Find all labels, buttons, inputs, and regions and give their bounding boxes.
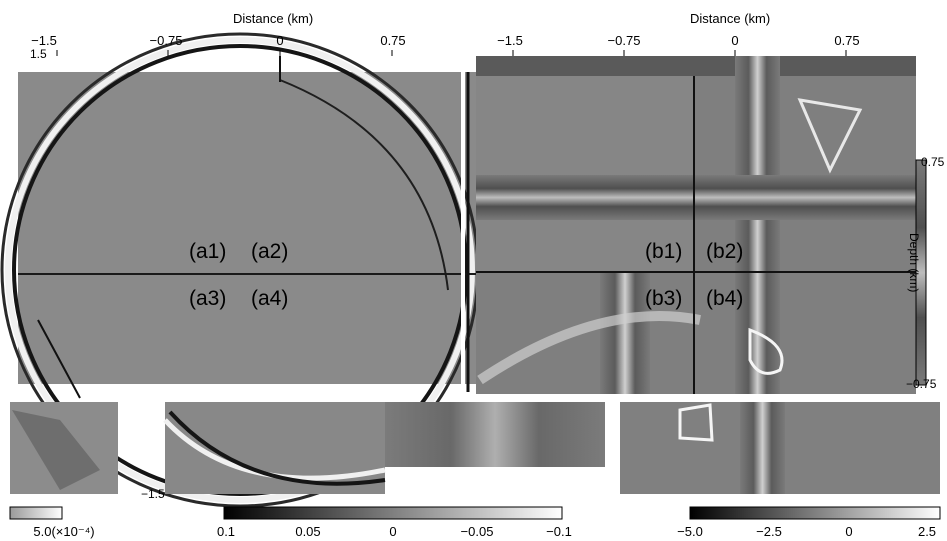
colorbar-2 bbox=[223, 506, 563, 520]
panel-label-b2: (b2) bbox=[706, 240, 744, 263]
right-x-tick-4: 0.75 bbox=[834, 33, 860, 48]
panel-label-b4: (b4) bbox=[706, 287, 744, 310]
right-distance-axis-title: Distance (km) bbox=[690, 11, 771, 26]
left-depth-tick-bottom: −1.5 bbox=[141, 487, 165, 501]
colorbar-1-tick: 5.0(×10⁻⁴) bbox=[33, 524, 95, 539]
colorbar-1 bbox=[9, 506, 63, 520]
right-depth-tick-bottom: −0.75 bbox=[906, 377, 937, 391]
panel-a-image bbox=[0, 32, 480, 508]
panel-b-image bbox=[476, 56, 916, 394]
right-x-tick-2: −0.75 bbox=[607, 33, 641, 48]
colorbar-3-tick-2: −2.5 bbox=[756, 524, 782, 539]
colorbar-2-tick-4: −0.05 bbox=[460, 524, 494, 539]
colorbar-3-tick-4: 2.5 bbox=[917, 524, 937, 539]
colorbar-2-tick-5: −0.1 bbox=[546, 524, 572, 539]
colorbar-2-tick-1: 0.1 bbox=[216, 524, 236, 539]
right-x-tick-1: −1.5 bbox=[497, 33, 523, 48]
panel-label-a1: (a1) bbox=[189, 240, 227, 263]
right-x-tick-3: 0 bbox=[731, 33, 739, 48]
panel-label-b3: (b3) bbox=[645, 287, 683, 310]
vertical-colorbar bbox=[915, 159, 927, 386]
left-x-tick-4: 0.75 bbox=[380, 33, 406, 48]
colorbar-3-tick-3: 0 bbox=[845, 524, 853, 539]
panel-label-a3: (a3) bbox=[189, 287, 227, 310]
top-axis-ticks bbox=[56, 50, 847, 56]
colorbar-2-tick-3: 0 bbox=[389, 524, 397, 539]
right-depth-tick-top: 0.75 bbox=[921, 155, 945, 169]
left-depth-tick-top: 1.5 bbox=[30, 47, 47, 61]
right-depth-axis-title: Depth (km) bbox=[907, 233, 921, 293]
left-x-tick-1: −1.5 bbox=[31, 33, 57, 48]
panel-label-a2: (a2) bbox=[251, 240, 289, 263]
colorbar-3 bbox=[689, 506, 941, 520]
left-distance-axis-title: Distance (km) bbox=[233, 11, 314, 26]
colorbar-3-tick-1: −5.0 bbox=[677, 524, 703, 539]
left-x-tick-2: −0.75 bbox=[149, 33, 183, 48]
panel-label-b1: (b1) bbox=[645, 240, 683, 263]
colorbar-2-tick-2: 0.05 bbox=[295, 524, 321, 539]
left-x-tick-3: 0 bbox=[276, 33, 284, 48]
panel-label-a4: (a4) bbox=[251, 287, 289, 310]
